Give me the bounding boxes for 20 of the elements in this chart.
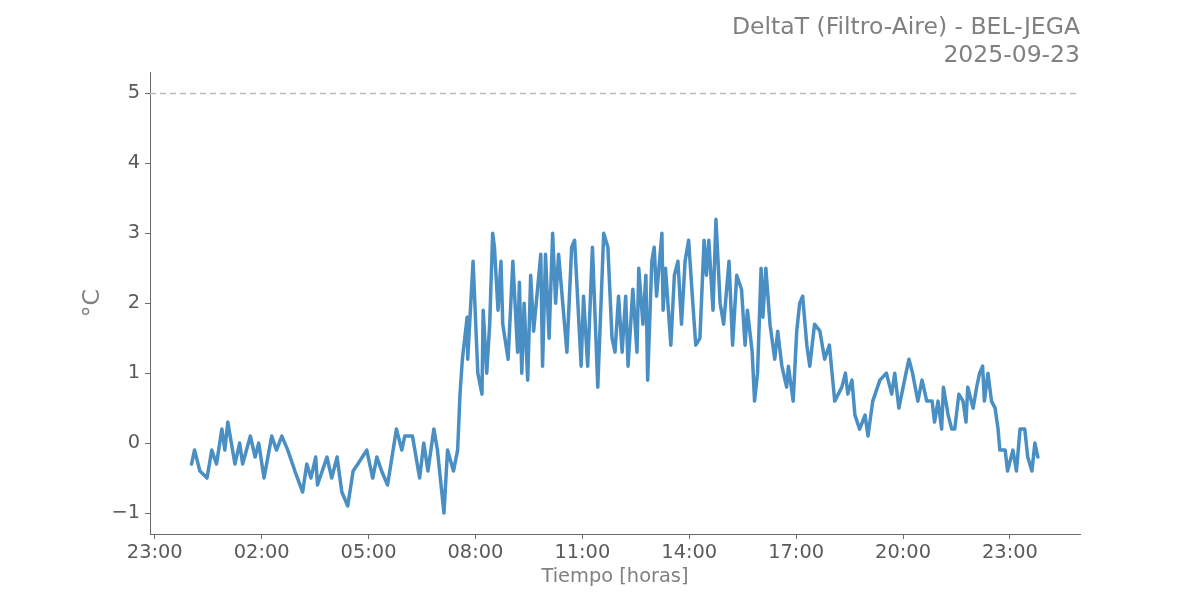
- x-tick-label: 20:00: [875, 539, 931, 563]
- y-tick-label: 2: [127, 290, 140, 314]
- x-tick-label: 17:00: [768, 539, 825, 563]
- x-tick-label: 23:00: [126, 539, 183, 563]
- y-tick-label: 1: [127, 360, 140, 384]
- x-tick-label: 14:00: [661, 539, 718, 563]
- x-tick-label: 11:00: [554, 539, 611, 563]
- x-tick-label: 23:00: [981, 539, 1038, 563]
- y-tick-label: 4: [127, 150, 140, 174]
- y-axis-title: °C: [77, 289, 106, 318]
- chart-title: DeltaT (Filtro-Aire) - BEL-JEGA: [732, 12, 1080, 41]
- y-tick-label: 0: [127, 430, 140, 454]
- x-axis-title: Tiempo [horas]: [540, 564, 689, 588]
- x-tick-label: 05:00: [340, 539, 397, 563]
- y-tick-label: 5: [127, 80, 140, 104]
- y-tick-label: 3: [127, 220, 140, 244]
- y-tick-label: −1: [111, 500, 140, 524]
- x-tick-label: 08:00: [447, 539, 504, 563]
- chart-subtitle: 2025-09-23: [943, 40, 1080, 69]
- x-tick-label: 02:00: [233, 539, 290, 563]
